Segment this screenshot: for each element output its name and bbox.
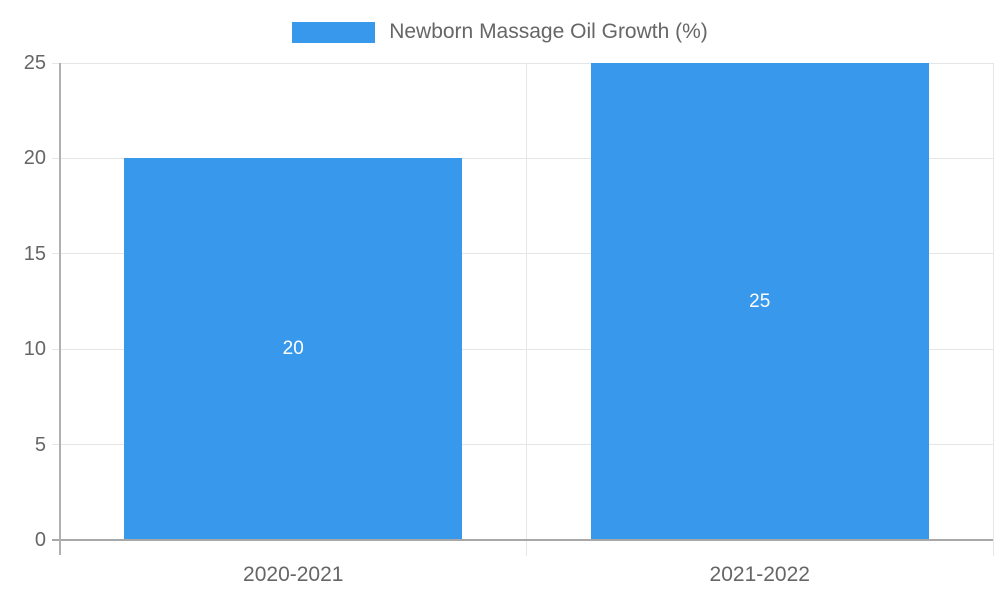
bar-value-label: 25: [749, 290, 771, 312]
bar-2021-2022[interactable]: [590, 63, 929, 540]
bar-value-label: 20: [282, 338, 304, 360]
gridline-y-25: [52, 62, 993, 64]
gridline-x-1: [526, 63, 527, 556]
y-tick-label-10: 10: [23, 338, 46, 361]
y-tick-label-0: 0: [34, 529, 46, 551]
y-tick-label-5: 5: [34, 433, 46, 456]
y-tick-label-25: 25: [23, 52, 46, 74]
x-axis-line: [52, 539, 993, 541]
y-tick-label-20: 20: [23, 147, 46, 170]
bar-2020-2021[interactable]: [124, 158, 463, 540]
x-tick-label: 2020-2021: [243, 563, 344, 586]
x-tick-label: 2021-2022: [709, 563, 810, 586]
legend[interactable]: Newborn Massage Oil Growth (%): [0, 21, 1000, 43]
y-tick-label-15: 15: [23, 242, 46, 265]
y-axis-line: [59, 63, 61, 555]
gridline-x-2: [992, 63, 994, 556]
gridline-y-20: [52, 157, 993, 159]
legend-swatch: [292, 21, 376, 43]
gridline-y-15: [52, 253, 993, 255]
legend-label: Newborn Massage Oil Growth (%): [389, 20, 708, 43]
gridline-y-5: [52, 444, 993, 446]
gridline-y-10: [52, 348, 993, 350]
